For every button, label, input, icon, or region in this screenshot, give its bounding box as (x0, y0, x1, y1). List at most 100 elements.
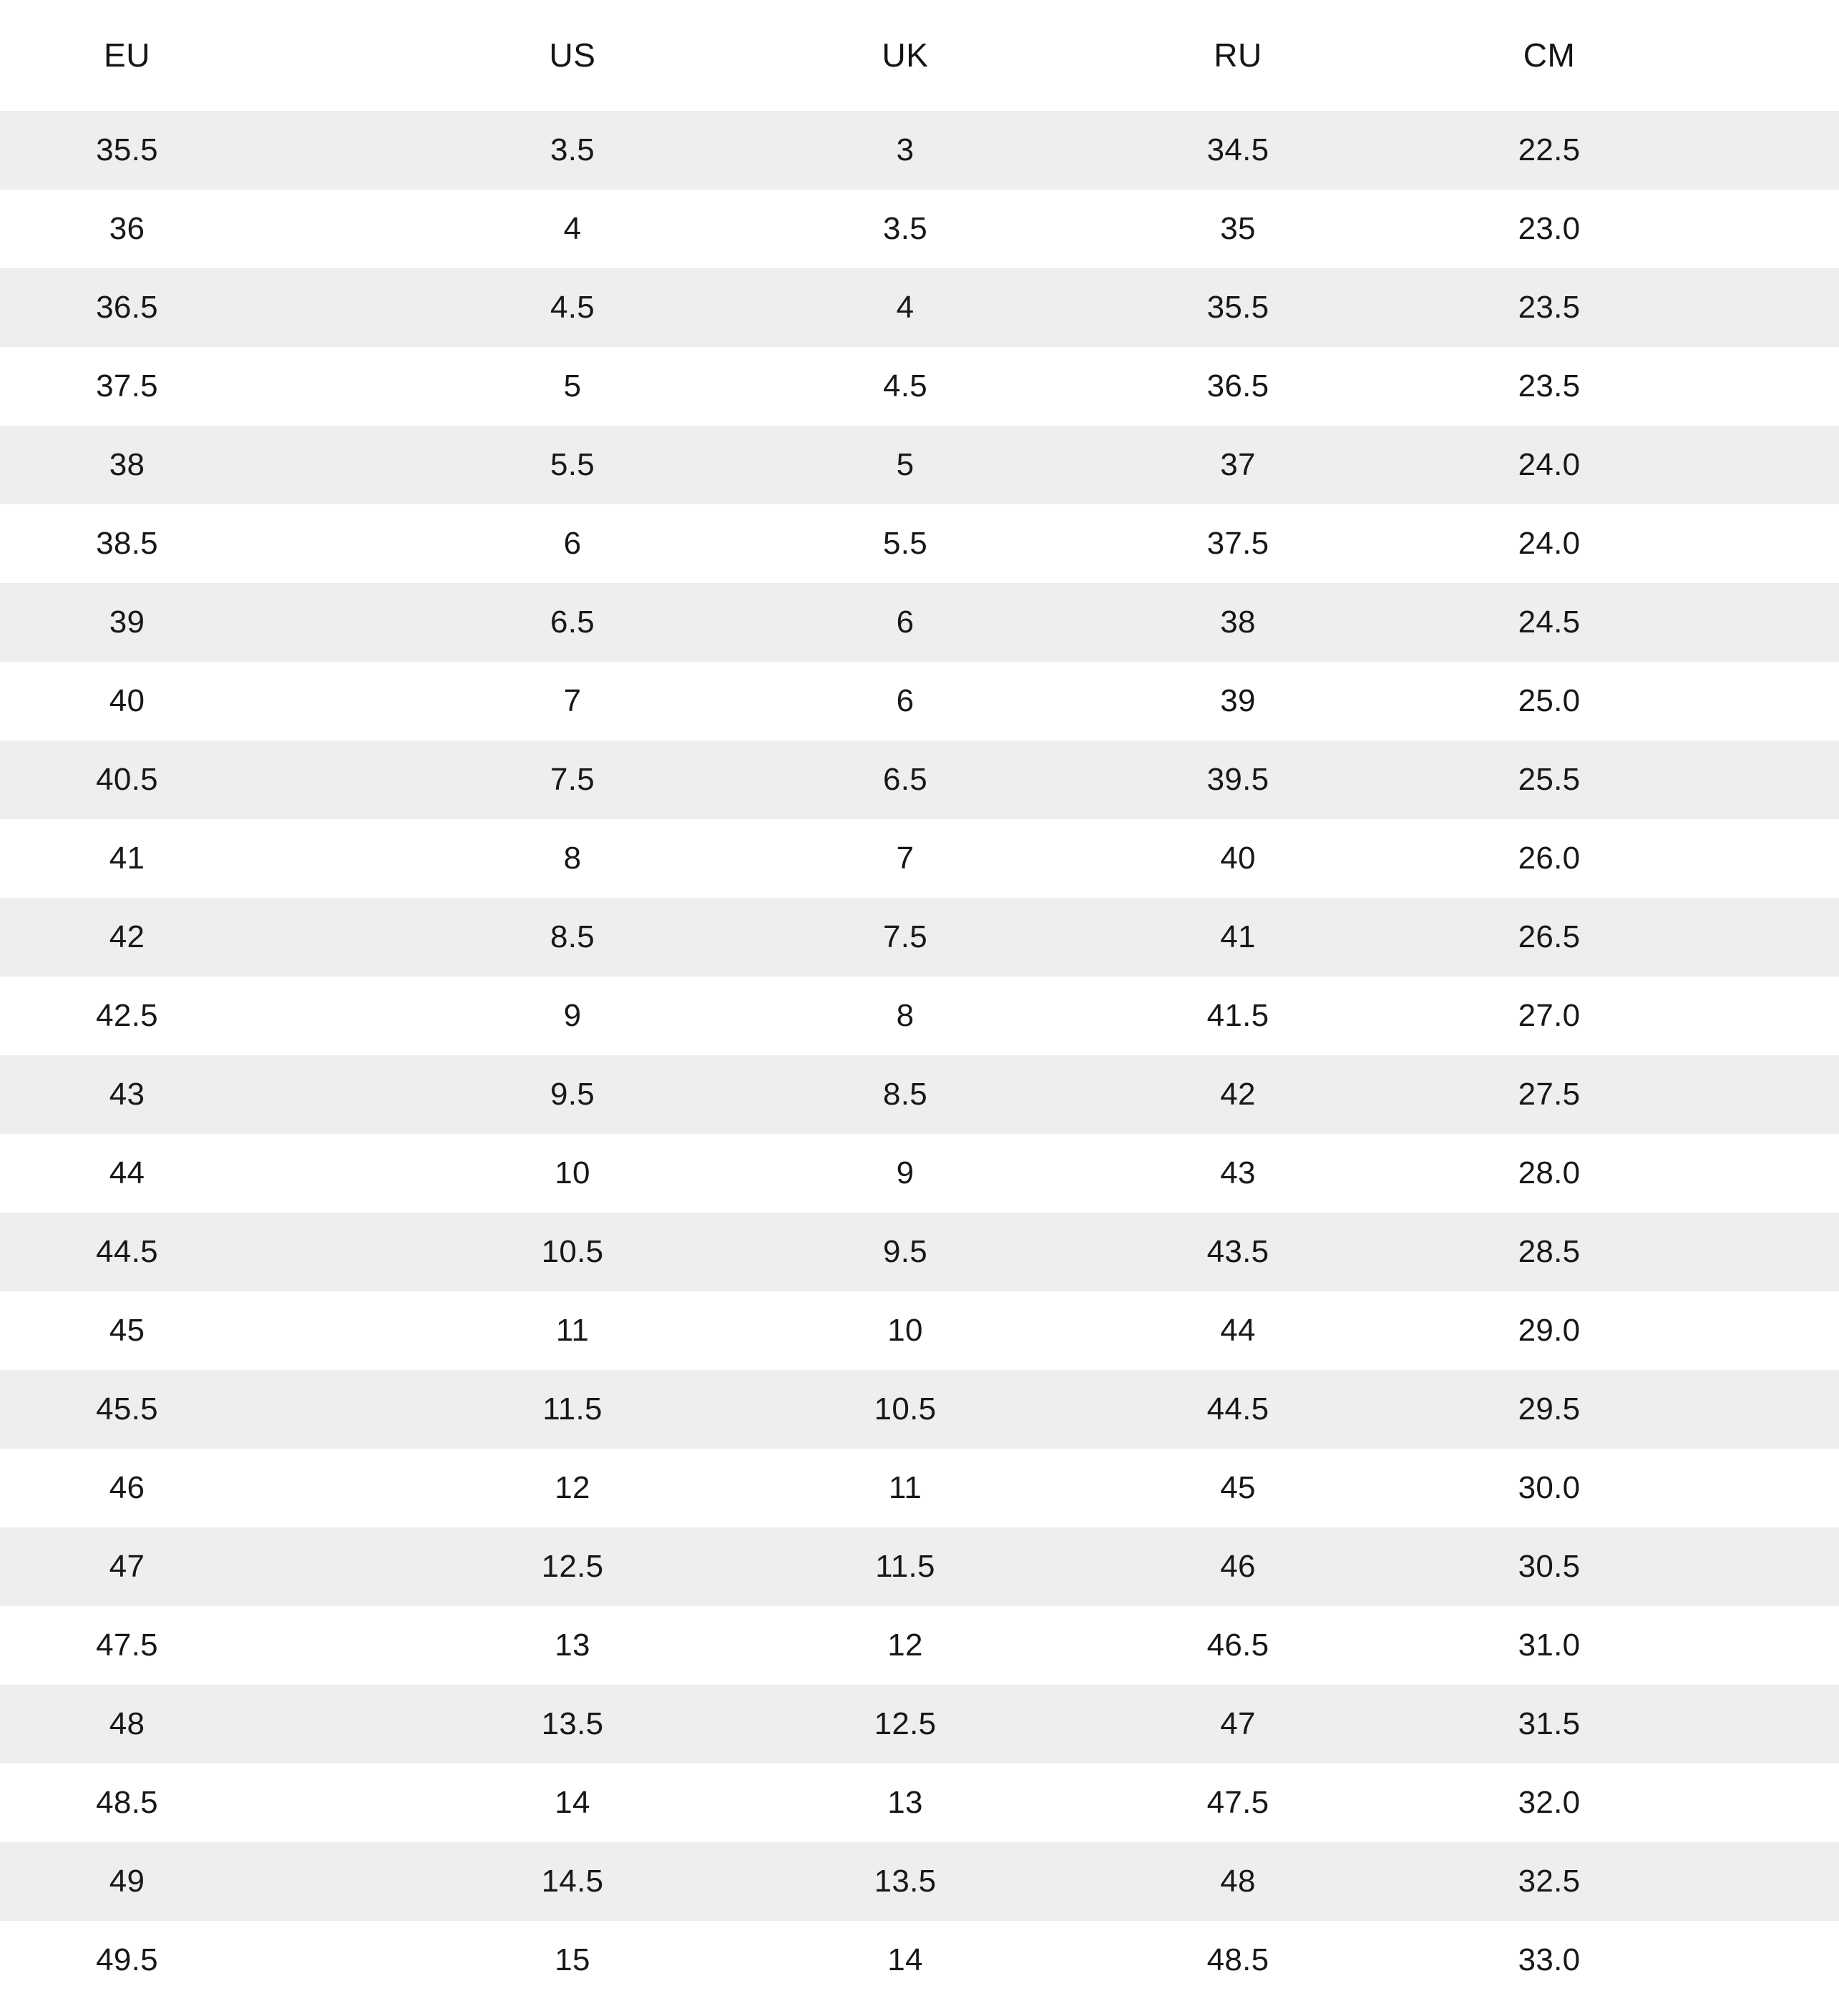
table-cell-uk: 6 (755, 662, 1088, 740)
table-cell-ru: 46.5 (1088, 1606, 1420, 1685)
table-body: 35.5 3.5 3 34.5 22.5 36 4 3.5 35 23.0 36.5 4.5 4 35.5… (0, 111, 1839, 2000)
table-cell-cm: 29.5 (1420, 1370, 1839, 1449)
table-row: 48 13.5 12.5 47 31.5 (0, 1685, 1839, 1763)
table-cell-uk: 5 (755, 426, 1088, 504)
table-cell-eu: 35.5 (0, 111, 422, 190)
table-cell-cm: 24.0 (1420, 426, 1839, 504)
table-row: 44.5 10.5 9.5 43.5 28.5 (0, 1213, 1839, 1291)
table-row: 41 8 7 40 26.0 (0, 819, 1839, 898)
table-cell-ru: 38 (1088, 583, 1420, 662)
table-cell-eu: 49.5 (0, 1921, 422, 2000)
table-cell-ru: 42 (1088, 1055, 1420, 1134)
table-cell-ru: 46 (1088, 1527, 1420, 1606)
table-cell-cm: 31.0 (1420, 1606, 1839, 1685)
table-cell-uk: 11.5 (755, 1527, 1088, 1606)
table-cell-us: 14.5 (422, 1842, 755, 1921)
table-cell-us: 13.5 (422, 1685, 755, 1763)
table-cell-eu: 36.5 (0, 268, 422, 347)
table-cell-ru: 39.5 (1088, 740, 1420, 819)
table-cell-uk: 13.5 (755, 1842, 1088, 1921)
table-cell-us: 7.5 (422, 740, 755, 819)
table-cell-ru: 35.5 (1088, 268, 1420, 347)
table-cell-us: 4 (422, 190, 755, 268)
column-header-us: US (422, 0, 755, 111)
table-cell-uk: 6.5 (755, 740, 1088, 819)
table-cell-cm: 33.0 (1420, 1921, 1839, 2000)
table-cell-ru: 45 (1088, 1449, 1420, 1527)
table-cell-us: 5 (422, 347, 755, 426)
table-cell-us: 14 (422, 1763, 755, 1842)
table-cell-ru: 37 (1088, 426, 1420, 504)
table-row: 38 5.5 5 37 24.0 (0, 426, 1839, 504)
table-cell-ru: 35 (1088, 190, 1420, 268)
table-cell-cm: 23.5 (1420, 347, 1839, 426)
table-cell-eu: 42 (0, 898, 422, 977)
table-cell-cm: 27.0 (1420, 977, 1839, 1055)
table-row: 40.5 7.5 6.5 39.5 25.5 (0, 740, 1839, 819)
table-cell-ru: 34.5 (1088, 111, 1420, 190)
table-cell-us: 15 (422, 1921, 755, 2000)
table-cell-uk: 14 (755, 1921, 1088, 2000)
table-cell-us: 9 (422, 977, 755, 1055)
table-cell-eu: 48 (0, 1685, 422, 1763)
table-cell-eu: 41 (0, 819, 422, 898)
table-cell-ru: 47.5 (1088, 1763, 1420, 1842)
table-cell-uk: 4 (755, 268, 1088, 347)
table-cell-us: 4.5 (422, 268, 755, 347)
table-cell-ru: 43 (1088, 1134, 1420, 1213)
table-cell-cm: 28.5 (1420, 1213, 1839, 1291)
table-cell-ru: 40 (1088, 819, 1420, 898)
table-row: 36 4 3.5 35 23.0 (0, 190, 1839, 268)
table-cell-uk: 10.5 (755, 1370, 1088, 1449)
table-row: 49.5 15 14 48.5 33.0 (0, 1921, 1839, 2000)
table-row: 44 10 9 43 28.0 (0, 1134, 1839, 1213)
column-header-cm: CM (1420, 0, 1839, 111)
table-cell-cm: 27.5 (1420, 1055, 1839, 1134)
table-cell-eu: 47 (0, 1527, 422, 1606)
table-cell-uk: 3 (755, 111, 1088, 190)
table-cell-us: 3.5 (422, 111, 755, 190)
table-row: 45.5 11.5 10.5 44.5 29.5 (0, 1370, 1839, 1449)
table-cell-us: 6 (422, 504, 755, 583)
table-cell-uk: 8.5 (755, 1055, 1088, 1134)
table-cell-cm: 24.0 (1420, 504, 1839, 583)
table-cell-us: 11 (422, 1291, 755, 1370)
table-cell-eu: 40 (0, 662, 422, 740)
table-cell-ru: 39 (1088, 662, 1420, 740)
table-cell-us: 8.5 (422, 898, 755, 977)
column-header-uk: UK (755, 0, 1088, 111)
table-cell-uk: 4.5 (755, 347, 1088, 426)
table-cell-uk: 3.5 (755, 190, 1088, 268)
table-cell-cm: 31.5 (1420, 1685, 1839, 1763)
table-cell-cm: 30.5 (1420, 1527, 1839, 1606)
table-cell-uk: 12.5 (755, 1685, 1088, 1763)
table-cell-uk: 6 (755, 583, 1088, 662)
table-cell-uk: 7.5 (755, 898, 1088, 977)
table-row: 36.5 4.5 4 35.5 23.5 (0, 268, 1839, 347)
table-cell-uk: 10 (755, 1291, 1088, 1370)
table-cell-uk: 12 (755, 1606, 1088, 1685)
table-cell-ru: 48 (1088, 1842, 1420, 1921)
table-cell-eu: 44.5 (0, 1213, 422, 1291)
table-header-row: EU US UK RU CM (0, 0, 1839, 111)
table-cell-eu: 37.5 (0, 347, 422, 426)
table-cell-us: 5.5 (422, 426, 755, 504)
table-cell-uk: 13 (755, 1763, 1088, 1842)
table-cell-us: 7 (422, 662, 755, 740)
column-header-eu: EU (0, 0, 422, 111)
table-cell-us: 12 (422, 1449, 755, 1527)
table-cell-eu: 40.5 (0, 740, 422, 819)
table-cell-eu: 45 (0, 1291, 422, 1370)
table-cell-cm: 32.0 (1420, 1763, 1839, 1842)
table-cell-cm: 23.0 (1420, 190, 1839, 268)
table-cell-eu: 48.5 (0, 1763, 422, 1842)
table-cell-eu: 38.5 (0, 504, 422, 583)
table-cell-us: 11.5 (422, 1370, 755, 1449)
table-cell-uk: 8 (755, 977, 1088, 1055)
table-row: 45 11 10 44 29.0 (0, 1291, 1839, 1370)
table-cell-ru: 44.5 (1088, 1370, 1420, 1449)
table-row: 40 7 6 39 25.0 (0, 662, 1839, 740)
table-cell-us: 12.5 (422, 1527, 755, 1606)
table-cell-ru: 41 (1088, 898, 1420, 977)
table-cell-us: 13 (422, 1606, 755, 1685)
